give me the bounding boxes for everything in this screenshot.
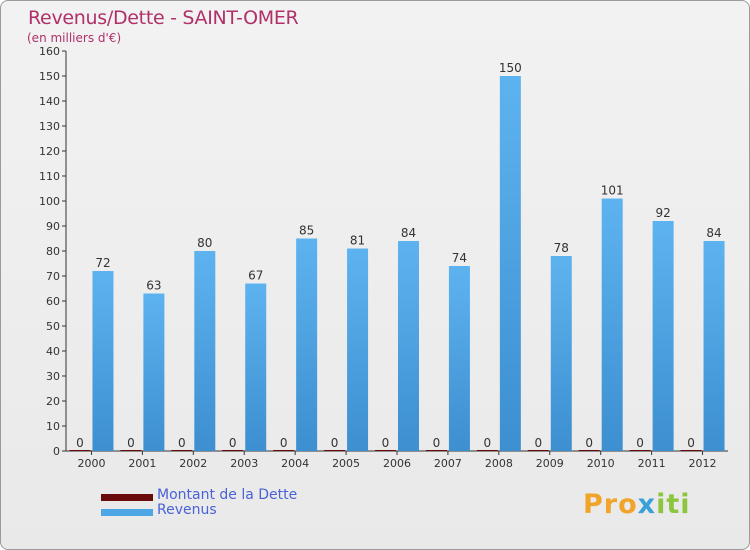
bar-revenus (296, 238, 318, 451)
data-label-revenus: 92 (655, 206, 670, 220)
chart-title: Revenus/Dette - SAINT-OMER (28, 7, 299, 29)
x-tick-label: 2002 (179, 457, 207, 470)
data-label-revenus: 150 (499, 61, 522, 75)
bar-revenus (703, 241, 725, 451)
data-label-dette: 0 (229, 436, 237, 450)
y-tick-label: 150 (39, 70, 60, 83)
bar-dette (222, 450, 244, 451)
data-label-dette: 0 (76, 436, 84, 450)
bar-dette (324, 450, 346, 451)
bar-dette (425, 450, 447, 451)
data-label-revenus: 72 (95, 256, 110, 270)
chart-subtitle: (en milliers d'€) (27, 31, 122, 45)
data-label-dette: 0 (484, 436, 492, 450)
data-label-dette: 0 (687, 436, 695, 450)
x-tick-label: 2003 (230, 457, 258, 470)
x-tick-label: 2012 (689, 457, 717, 470)
y-tick-label: 50 (46, 320, 60, 333)
data-label-dette: 0 (382, 436, 390, 450)
legend-swatch-dette (101, 494, 153, 501)
y-tick-label: 30 (46, 370, 60, 383)
y-tick-label: 140 (39, 95, 60, 108)
data-label-revenus: 101 (601, 184, 624, 198)
x-tick-label: 2010 (587, 457, 615, 470)
x-tick-label: 2000 (77, 457, 105, 470)
bar-revenus (194, 251, 216, 451)
y-tick-label: 20 (46, 395, 60, 408)
y-tick-label: 110 (39, 170, 60, 183)
bar-revenus (347, 248, 369, 451)
bar-revenus (601, 198, 623, 451)
y-tick-label: 70 (46, 270, 60, 283)
y-tick-label: 80 (46, 245, 60, 258)
bar-revenus (499, 76, 521, 451)
data-label-revenus: 80 (197, 236, 212, 250)
x-tick-label: 2006 (383, 457, 411, 470)
bar-dette (171, 450, 193, 451)
bar-dette (273, 450, 295, 451)
bar-revenus (652, 221, 674, 451)
data-label-revenus: 81 (350, 234, 365, 248)
bar-revenus (92, 271, 114, 451)
x-tick-label: 2008 (485, 457, 513, 470)
x-tick-label: 2011 (638, 457, 666, 470)
bar-dette (375, 450, 396, 451)
bar-dette (120, 450, 142, 451)
data-label-revenus: 78 (554, 241, 569, 255)
data-label-dette: 0 (280, 436, 288, 450)
x-tick-label: 2001 (128, 457, 156, 470)
data-label-revenus: 63 (146, 279, 161, 293)
y-tick-label: 60 (46, 295, 60, 308)
bar-dette (680, 450, 702, 451)
legend-label-revenus: Revenus (157, 502, 217, 518)
proxiti-logo: Proxiti (583, 489, 691, 520)
data-label-dette: 0 (636, 436, 644, 450)
data-label-revenus: 84 (401, 226, 416, 240)
x-tick-label: 2004 (281, 457, 309, 470)
legend-label-dette: Montant de la Dette (157, 487, 298, 503)
bar-dette (476, 450, 498, 451)
bar-revenus (245, 283, 267, 451)
data-label-revenus: 67 (248, 269, 263, 283)
bar-revenus (143, 293, 165, 451)
data-label-dette: 0 (331, 436, 339, 450)
bar-dette (578, 450, 600, 451)
bar-revenus (550, 256, 572, 451)
bar-dette (527, 450, 549, 451)
data-label-revenus: 74 (452, 251, 467, 265)
y-tick-label: 90 (46, 220, 60, 233)
data-label-dette: 0 (433, 436, 441, 450)
x-tick-label: 2009 (536, 457, 564, 470)
y-tick-label: 10 (46, 420, 60, 433)
data-label-revenus: 85 (299, 224, 314, 238)
bar-revenus (448, 266, 470, 451)
bar-dette (69, 450, 91, 451)
data-label-dette: 0 (534, 436, 542, 450)
data-label-dette: 0 (585, 436, 593, 450)
y-tick-label: 120 (39, 145, 60, 158)
data-label-dette: 0 (127, 436, 135, 450)
data-label-revenus: 84 (706, 226, 721, 240)
data-label-dette: 0 (178, 436, 186, 450)
legend-swatch-revenus (101, 509, 153, 516)
y-tick-label: 130 (39, 120, 60, 133)
bar-dette (629, 450, 651, 451)
bar-revenus (398, 241, 419, 451)
y-tick-label: 100 (39, 195, 60, 208)
x-tick-label: 2007 (434, 457, 462, 470)
y-tick-label: 160 (39, 45, 60, 58)
y-tick-label: 0 (53, 445, 60, 458)
y-tick-label: 40 (46, 345, 60, 358)
x-tick-label: 2005 (332, 457, 360, 470)
